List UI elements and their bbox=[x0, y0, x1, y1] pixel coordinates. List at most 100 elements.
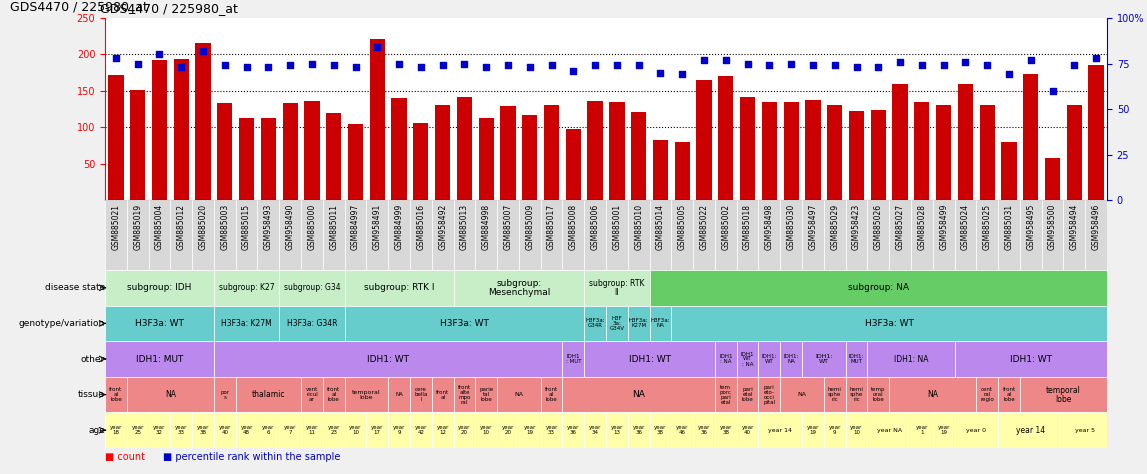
Bar bbox=[958, 83, 973, 200]
Text: year
46: year 46 bbox=[676, 425, 688, 435]
Bar bbox=[845, 200, 867, 270]
Point bbox=[630, 62, 648, 69]
Bar bbox=[279, 412, 301, 448]
Bar bbox=[127, 377, 213, 412]
Text: GSM885029: GSM885029 bbox=[830, 203, 840, 250]
Text: ■ count: ■ count bbox=[106, 452, 145, 462]
Bar bbox=[980, 105, 994, 200]
Text: IDH1:
WT: IDH1: WT bbox=[762, 354, 777, 364]
Text: year
48: year 48 bbox=[241, 425, 252, 435]
Bar bbox=[106, 270, 213, 306]
Bar bbox=[736, 377, 758, 412]
Bar bbox=[954, 341, 1107, 377]
Text: vent
ricul
ar: vent ricul ar bbox=[306, 387, 318, 402]
Point bbox=[237, 64, 256, 71]
Text: IDH1
WT
: NA: IDH1 WT : NA bbox=[741, 352, 755, 366]
Bar bbox=[802, 200, 824, 270]
Bar bbox=[409, 412, 431, 448]
Text: H3F3a:
K27M: H3F3a: K27M bbox=[629, 319, 648, 328]
Bar bbox=[892, 83, 907, 200]
Point bbox=[477, 64, 496, 71]
Text: NA: NA bbox=[797, 392, 806, 397]
Bar bbox=[540, 377, 562, 412]
Bar bbox=[257, 412, 279, 448]
Text: year 0: year 0 bbox=[966, 428, 986, 433]
Bar bbox=[304, 101, 320, 200]
Point bbox=[281, 62, 299, 69]
Point bbox=[521, 64, 539, 71]
Text: GSM885026: GSM885026 bbox=[874, 203, 883, 250]
Bar bbox=[627, 306, 649, 341]
Point bbox=[390, 60, 408, 67]
Bar bbox=[348, 124, 364, 200]
Bar bbox=[151, 60, 167, 200]
Text: year 5: year 5 bbox=[1075, 428, 1095, 433]
Bar bbox=[562, 377, 715, 412]
Bar bbox=[889, 200, 911, 270]
Text: year
13: year 13 bbox=[610, 425, 623, 435]
Bar bbox=[193, 412, 213, 448]
Text: GSM885022: GSM885022 bbox=[700, 203, 709, 249]
Text: GSM885031: GSM885031 bbox=[1005, 203, 1014, 250]
Bar bbox=[497, 377, 540, 412]
Bar bbox=[849, 111, 864, 200]
Point bbox=[1066, 62, 1084, 69]
Text: GSM885007: GSM885007 bbox=[504, 203, 513, 250]
Text: year 14: year 14 bbox=[768, 428, 793, 433]
Bar bbox=[606, 200, 627, 270]
Bar bbox=[453, 412, 475, 448]
Bar bbox=[696, 80, 711, 200]
Text: GSM885017: GSM885017 bbox=[547, 203, 556, 250]
Text: GSM958495: GSM958495 bbox=[1027, 203, 1036, 250]
Bar bbox=[453, 377, 475, 412]
Text: GSM885024: GSM885024 bbox=[961, 203, 970, 250]
Bar bbox=[914, 102, 929, 200]
Bar bbox=[127, 412, 149, 448]
Text: GSM885003: GSM885003 bbox=[220, 203, 229, 250]
Point bbox=[739, 60, 757, 67]
Bar bbox=[518, 412, 540, 448]
Point bbox=[848, 64, 866, 71]
Bar bbox=[217, 103, 233, 200]
Text: year 14: year 14 bbox=[1016, 426, 1045, 435]
Bar bbox=[322, 377, 344, 412]
Bar bbox=[1045, 158, 1060, 200]
Text: year
12: year 12 bbox=[437, 425, 448, 435]
Bar bbox=[976, 377, 998, 412]
Text: NA: NA bbox=[927, 390, 938, 399]
Bar bbox=[649, 412, 671, 448]
Bar bbox=[173, 59, 189, 200]
Text: hemi
sphe
ric: hemi sphe ric bbox=[828, 387, 842, 402]
Point bbox=[957, 58, 975, 65]
Text: GSM885002: GSM885002 bbox=[721, 203, 731, 250]
Bar bbox=[562, 200, 584, 270]
Text: GSM958499: GSM958499 bbox=[939, 203, 949, 250]
Bar bbox=[106, 377, 127, 412]
Bar bbox=[149, 412, 171, 448]
Bar bbox=[369, 39, 385, 200]
Text: GSM958493: GSM958493 bbox=[264, 203, 273, 250]
Text: GSM885015: GSM885015 bbox=[242, 203, 251, 250]
Bar bbox=[1001, 143, 1016, 200]
Bar bbox=[584, 200, 606, 270]
Text: GSM885027: GSM885027 bbox=[896, 203, 905, 250]
Bar bbox=[497, 412, 518, 448]
Text: NA: NA bbox=[395, 392, 403, 397]
Bar bbox=[758, 341, 780, 377]
Bar bbox=[301, 412, 322, 448]
Bar bbox=[1023, 74, 1038, 200]
Bar bbox=[936, 105, 951, 200]
Text: GSM958490: GSM958490 bbox=[286, 203, 295, 250]
Point bbox=[346, 64, 365, 71]
Text: GSM885004: GSM885004 bbox=[155, 203, 164, 250]
Bar bbox=[301, 200, 322, 270]
Text: H3F
3a:
G34V: H3F 3a: G34V bbox=[609, 316, 624, 331]
Bar bbox=[649, 270, 1107, 306]
Text: GSM885014: GSM885014 bbox=[656, 203, 665, 250]
Text: temporal
lobe: temporal lobe bbox=[352, 390, 381, 400]
Bar bbox=[388, 377, 409, 412]
Bar bbox=[631, 112, 646, 200]
Bar bbox=[213, 341, 562, 377]
Text: year
11: year 11 bbox=[306, 425, 318, 435]
Bar bbox=[845, 412, 867, 448]
